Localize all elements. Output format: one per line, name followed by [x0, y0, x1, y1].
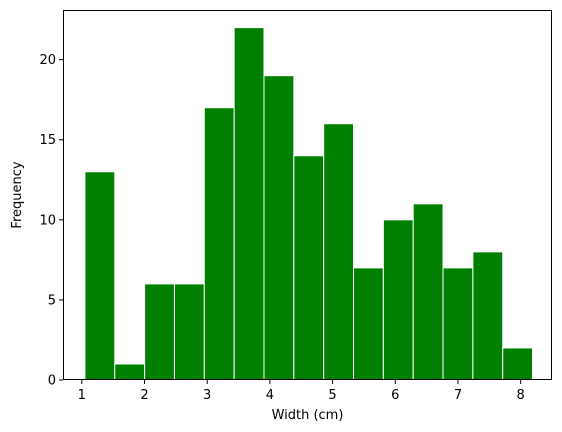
histogram-bar [503, 348, 533, 380]
y-tick-label: 15 [39, 133, 56, 148]
bars-group [85, 28, 533, 380]
histogram-bar [145, 284, 175, 380]
y-tick-label: 5 [48, 293, 56, 308]
histogram-bar [264, 76, 294, 380]
x-tick-label: 8 [517, 388, 525, 403]
x-tick-label: 7 [454, 388, 462, 403]
histogram-bar [473, 252, 503, 380]
y-tick-label: 10 [39, 213, 56, 228]
histogram-bar [234, 28, 264, 380]
x-tick-label: 6 [391, 388, 399, 403]
histogram-bar [204, 108, 234, 380]
histogram-bar [115, 364, 145, 380]
x-tick-label: 3 [203, 388, 211, 403]
histogram-bar [354, 268, 384, 380]
y-axis-label: Frequency [10, 161, 25, 228]
histogram-bar [324, 124, 354, 380]
histogram-bar [443, 268, 473, 380]
y-tick-label: 0 [48, 374, 56, 389]
x-tick-label: 4 [266, 388, 274, 403]
x-axis-label: Width (cm) [272, 408, 344, 423]
y-tick-label: 20 [39, 53, 56, 68]
x-tick-label: 5 [328, 388, 336, 403]
y-axis-ticks: 0 5 10 15 20 [39, 53, 63, 388]
histogram-bar [85, 172, 115, 380]
x-axis-ticks: 1 2 3 4 5 6 7 8 [78, 380, 525, 403]
histogram-bar [413, 204, 443, 380]
histogram-bar [383, 220, 413, 380]
x-tick-label: 2 [140, 388, 148, 403]
histogram-bar [174, 284, 204, 380]
x-tick-label: 1 [78, 388, 86, 403]
histogram-bar [294, 156, 324, 380]
